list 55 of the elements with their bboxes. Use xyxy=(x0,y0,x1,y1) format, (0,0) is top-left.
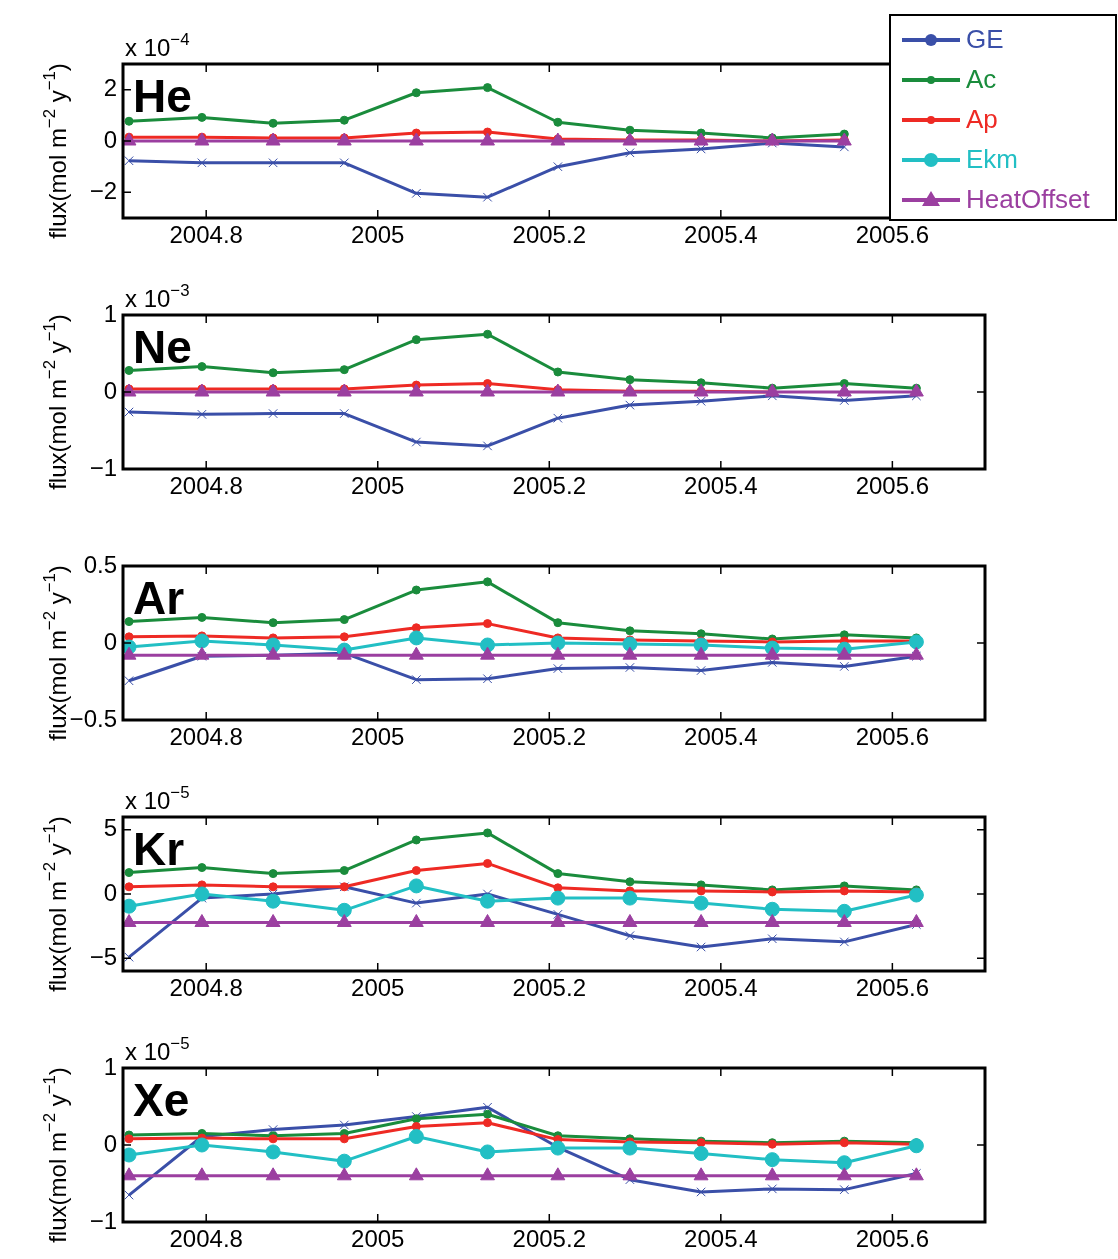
annotation: Kr xyxy=(133,823,185,875)
x-tick-label: 2004.8 xyxy=(169,472,243,500)
y-tick-label: 0 xyxy=(103,878,117,906)
y-axis-title: flux(mol m−2 y−1) xyxy=(40,63,71,239)
legend-label: Ekm xyxy=(966,144,1018,175)
annotation: Ar xyxy=(133,572,185,624)
x-tick-label: 2005.4 xyxy=(684,472,758,500)
y-axis-title: flux(mol m−2 y−1) xyxy=(40,565,71,741)
y-axis-title: flux(mol m−2 y−1) xyxy=(40,1067,71,1243)
y-tick-label: 0 xyxy=(103,627,117,655)
x-tick-label: 2005.6 xyxy=(855,1225,930,1253)
x-tick-label: 2004.8 xyxy=(169,1225,243,1253)
y-tick-label: −0.5 xyxy=(69,704,117,732)
y-axis-title: flux(mol m−2 y−1) xyxy=(40,816,71,992)
x-tick-label: 2005.6 xyxy=(855,723,930,751)
annotation: He xyxy=(133,70,192,122)
x-tick-label: 2005.2 xyxy=(512,974,586,1002)
y-axis-title: flux(mol m−2 y−1) xyxy=(40,314,71,490)
x-tick-label: 2005 xyxy=(351,221,405,249)
x-tick-label: 2004.8 xyxy=(169,974,243,1002)
y-tick-label: 0 xyxy=(103,1129,117,1157)
y-tick-label: 1 xyxy=(103,299,117,327)
y-tick-label: −5 xyxy=(89,942,117,970)
x-tick-label: 2005.2 xyxy=(512,472,586,500)
x-tick-label: 2005.6 xyxy=(855,974,930,1002)
x-tick-label: 2005.6 xyxy=(855,221,930,249)
y-tick-label: −1 xyxy=(89,1206,117,1234)
annotation: Ne xyxy=(133,321,192,373)
legend-label: Ap xyxy=(966,104,998,135)
y-tick-label: 0 xyxy=(103,125,117,153)
y-tick-label: 0 xyxy=(103,376,117,404)
y-tick-label: 2 xyxy=(103,74,117,102)
x-tick-label: 2005 xyxy=(351,974,405,1002)
x-tick-label: 2005.2 xyxy=(512,221,586,249)
x-tick-label: 2005.4 xyxy=(684,221,758,249)
annotation: Xe xyxy=(133,1074,190,1126)
y-tick-label: 1 xyxy=(103,1052,117,1080)
x-tick-label: 2004.8 xyxy=(169,723,243,751)
x-tick-label: 2005.4 xyxy=(684,1225,758,1253)
legend-label: GE xyxy=(966,24,1004,55)
x-tick-label: 2005.6 xyxy=(855,472,930,500)
y-tick-label: 5 xyxy=(103,814,117,842)
x-tick-label: 2004.8 xyxy=(169,221,243,249)
legend-label: HeatOffset xyxy=(966,184,1091,215)
x-tick-label: 2005.4 xyxy=(684,974,758,1002)
y-tick-label: −1 xyxy=(89,453,117,481)
x-tick-label: 2005.4 xyxy=(684,723,758,751)
y-tick-label: 0.5 xyxy=(83,550,117,578)
legend-label: Ac xyxy=(966,64,997,95)
x-tick-label: 2005.2 xyxy=(512,1225,586,1253)
y-tick-label: −2 xyxy=(89,176,117,204)
x-tick-label: 2005.2 xyxy=(512,723,586,751)
x-tick-label: 2005 xyxy=(351,723,405,751)
x-tick-label: 2005 xyxy=(351,1225,405,1253)
x-tick-label: 2005 xyxy=(351,472,405,500)
